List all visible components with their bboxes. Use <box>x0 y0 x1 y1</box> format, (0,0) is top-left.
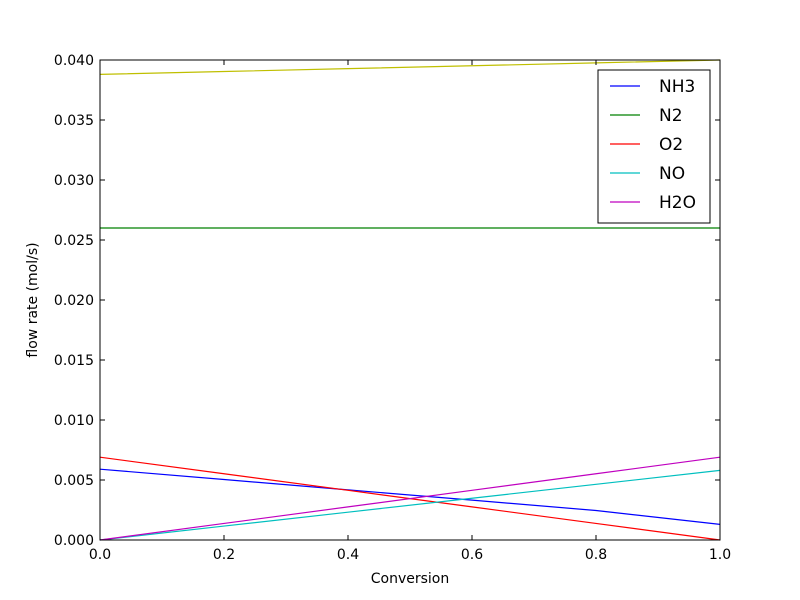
series-line-unlabeled <box>99 59 721 75</box>
x-tick-label: 1.0 <box>709 547 731 563</box>
series-line-nh3 <box>99 468 721 525</box>
legend-box <box>597 69 711 224</box>
y-axis-label: flow rate (mol/s) <box>25 242 41 357</box>
tick-layer: 0.0 0.2 0.4 0.6 0.8 1.0 0.000 0.005 0.010 0.015 0.… <box>54 53 731 563</box>
y-tick-label: 0.040 <box>54 53 94 69</box>
x-tick-label: 0.8 <box>585 547 607 563</box>
y-tick-label: 0.000 <box>54 533 94 549</box>
x-tick-label: 0.4 <box>337 547 359 563</box>
legend-label-no: NO <box>659 164 685 184</box>
legend-label-h2o: H2O <box>659 193 696 213</box>
x-tick-label: 0.2 <box>213 547 235 563</box>
y-tick-label: 0.005 <box>54 473 94 489</box>
y-tick-label: 0.030 <box>54 173 94 189</box>
legend-label-o2: O2 <box>659 135 683 155</box>
x-tick-label: 0.0 <box>89 547 111 563</box>
legend-label-n2: N2 <box>659 106 683 126</box>
series-line-no <box>99 469 721 541</box>
y-tick-label: 0.010 <box>54 413 94 429</box>
y-tick-label: 0.035 <box>54 113 94 129</box>
y-tick-label: 0.025 <box>54 233 94 249</box>
series-layer <box>99 59 721 541</box>
y-tick-label: 0.015 <box>54 353 94 369</box>
series-line-h2o <box>99 456 721 541</box>
y-tick-label: 0.020 <box>54 293 94 309</box>
x-tick-label: 0.6 <box>461 547 483 563</box>
legend-label-nh3: NH3 <box>659 77 695 97</box>
x-axis-label: Conversion <box>371 571 450 587</box>
legend: NH3 N2 O2 NO H2O <box>597 69 711 224</box>
